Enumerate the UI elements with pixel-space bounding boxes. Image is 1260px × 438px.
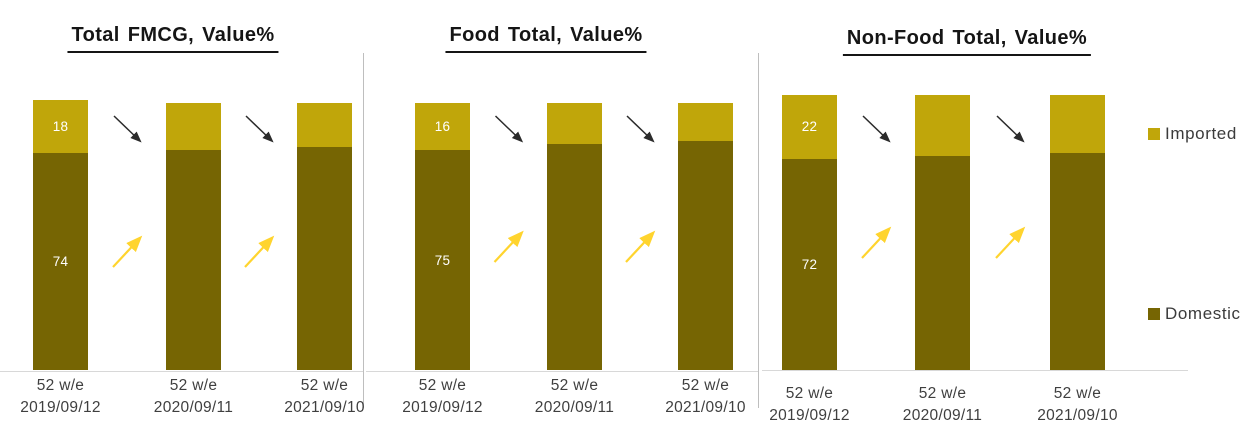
- imported-decline-arrow: [245, 115, 274, 143]
- chart-title-food-total: Food Total, Value%: [445, 24, 647, 53]
- x-axis-category-label: 52 w/e 2020/09/11: [902, 385, 983, 424]
- x-axis-category-label: 52 w/e 2020/09/11: [534, 377, 615, 416]
- chart-title-total-fmcg: Total FMCG, Value%: [67, 24, 279, 53]
- stacked-bar: 22 72: [782, 94, 837, 370]
- x-axis-category-label: 52 w/e 2019/09/12: [402, 377, 483, 416]
- domestic-segment: [297, 147, 352, 370]
- domestic-growth-arrow: [112, 235, 143, 268]
- x-axis-category-label: 52 w/e 2019/09/12: [20, 377, 101, 416]
- imported-decline-arrow: [862, 115, 891, 143]
- legend-label-domestic: Domestic: [1165, 304, 1241, 323]
- legend-item-domestic: Domestic: [1148, 304, 1241, 324]
- x-axis-line: [366, 371, 758, 372]
- domestic-growth-arrow: [995, 226, 1026, 259]
- x-axis-category-label: 52 w/e 2021/09/10: [1037, 385, 1118, 424]
- chart-title-non-food-total: Non-Food Total, Value%: [842, 27, 1092, 56]
- imported-segment: [547, 103, 602, 145]
- x-axis-category-label: 52 w/e 2020/09/11: [153, 377, 234, 416]
- x-axis-line: [0, 371, 363, 372]
- domestic-segment: [1050, 153, 1105, 370]
- domestic-segment: [915, 156, 970, 370]
- domestic-growth-arrow: [244, 235, 275, 268]
- stacked-bar: [547, 103, 602, 370]
- domestic-growth-arrow: [493, 230, 524, 263]
- x-axis-category-label: 52 w/e 2021/09/10: [284, 377, 365, 416]
- imported-decline-arrow: [494, 115, 524, 143]
- stacked-bar: [297, 103, 352, 370]
- stacked-bar: 18 74: [33, 100, 88, 370]
- x-axis-category-label: 52 w/e 2019/09/12: [769, 385, 850, 424]
- imported-swatch-icon: [1148, 128, 1160, 140]
- stacked-bar: 16 75: [415, 103, 470, 370]
- imported-segment: [297, 103, 352, 148]
- domestic-swatch-icon: [1148, 308, 1160, 320]
- stacked-bar: [678, 103, 733, 370]
- x-axis-category-label: 52 w/e 2021/09/10: [665, 377, 746, 416]
- imported-decline-arrow: [113, 115, 142, 143]
- imported-segment: [1050, 94, 1105, 154]
- domestic-segment: [547, 144, 602, 370]
- domestic-segment: [678, 141, 733, 370]
- imported-decline-arrow: [996, 115, 1025, 143]
- domestic-growth-arrow: [861, 226, 892, 259]
- stacked-bar: [915, 94, 970, 370]
- imported-segment: [678, 103, 733, 142]
- stacked-bar: [1050, 94, 1105, 370]
- imported-segment: [166, 103, 221, 151]
- legend: Imported Domestic: [1148, 0, 1260, 438]
- imported-decline-arrow: [626, 115, 655, 143]
- panel-divider: [363, 53, 364, 408]
- stacked-bar: [166, 103, 221, 370]
- legend-item-imported: Imported: [1148, 124, 1237, 144]
- domestic-growth-arrow: [625, 230, 656, 263]
- domestic-segment: 74: [33, 153, 88, 370]
- imported-segment: [915, 94, 970, 157]
- imported-segment: 18: [33, 100, 88, 154]
- x-axis-line: [762, 370, 1188, 371]
- domestic-segment: 72: [782, 159, 837, 370]
- domestic-segment: 75: [415, 150, 470, 370]
- legend-label-imported: Imported: [1165, 124, 1237, 143]
- imported-segment: 16: [415, 103, 470, 151]
- imported-segment: 22: [782, 94, 837, 160]
- panel-divider: [758, 53, 759, 408]
- domestic-segment: [166, 150, 221, 370]
